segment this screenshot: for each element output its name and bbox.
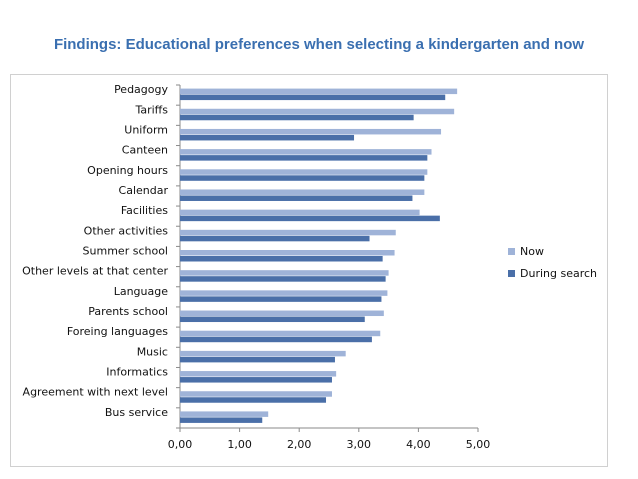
x-tick-label: 3,00 <box>347 438 372 451</box>
bar-during-search <box>180 114 414 121</box>
bar-during-search <box>180 235 370 242</box>
bar-now <box>180 169 428 175</box>
category-label: Facilities <box>121 204 168 217</box>
bar-now <box>180 229 396 236</box>
bar-now <box>180 371 337 377</box>
bar-now <box>180 270 389 276</box>
category-label: Other levels at that center <box>22 265 168 278</box>
category-label: Bus service <box>105 406 168 419</box>
bar-during-search <box>180 316 365 323</box>
category-label: Calendar <box>119 184 169 197</box>
bar-during-search <box>180 256 383 262</box>
bar-now <box>180 350 346 357</box>
bar-during-search <box>180 155 428 161</box>
bar-during-search <box>180 134 355 141</box>
category-label: Language <box>114 285 169 298</box>
category-label: Canteen <box>122 144 168 157</box>
bar-now <box>180 391 332 397</box>
bar-now <box>180 290 388 296</box>
x-tick-label: 5,00 <box>466 438 491 451</box>
bar-now <box>180 128 442 135</box>
bar-during-search <box>180 296 382 302</box>
x-tick-label: 0,00 <box>168 438 193 451</box>
category-label: Parents school <box>88 305 168 318</box>
bar-now <box>180 149 432 155</box>
bar-during-search <box>180 276 386 282</box>
legend-swatch <box>508 248 515 255</box>
bar-during-search <box>180 417 263 423</box>
bar-now <box>180 310 384 317</box>
bar-now <box>180 411 269 417</box>
bar-now <box>180 189 425 195</box>
bar-during-search <box>180 336 372 343</box>
bar-during-search <box>180 94 446 101</box>
bar-now <box>180 108 455 115</box>
x-tick-label: 2,00 <box>287 438 312 451</box>
x-tick-label: 4,00 <box>406 438 431 451</box>
category-label: Tariffs <box>134 103 168 116</box>
bar-during-search <box>180 175 425 181</box>
category-label: Agreement with next level <box>23 386 168 399</box>
bar-during-search <box>180 195 413 201</box>
x-tick-label: 1,00 <box>227 438 252 451</box>
category-label: Music <box>137 345 168 358</box>
chart-title: Findings: Educational preferences when s… <box>53 36 585 53</box>
bar-now <box>180 250 395 256</box>
legend-swatch <box>508 270 515 277</box>
bar-during-search <box>180 356 335 363</box>
category-label: Summer school <box>83 245 168 258</box>
bar-during-search <box>180 377 332 383</box>
bar-during-search <box>180 215 440 222</box>
legend-label: During search <box>520 267 597 280</box>
bar-now <box>180 209 420 216</box>
category-label: Other activities <box>84 224 169 237</box>
category-label: Pedagogy <box>114 83 168 96</box>
category-label: Informatics <box>106 366 168 379</box>
bar-during-search <box>180 397 327 403</box>
category-label: Foreing languages <box>67 325 168 338</box>
bar-now <box>180 330 381 337</box>
category-label: Uniform <box>124 123 168 136</box>
bar-now <box>180 88 458 95</box>
legend-label: Now <box>520 245 544 258</box>
category-label: Opening hours <box>87 164 168 177</box>
